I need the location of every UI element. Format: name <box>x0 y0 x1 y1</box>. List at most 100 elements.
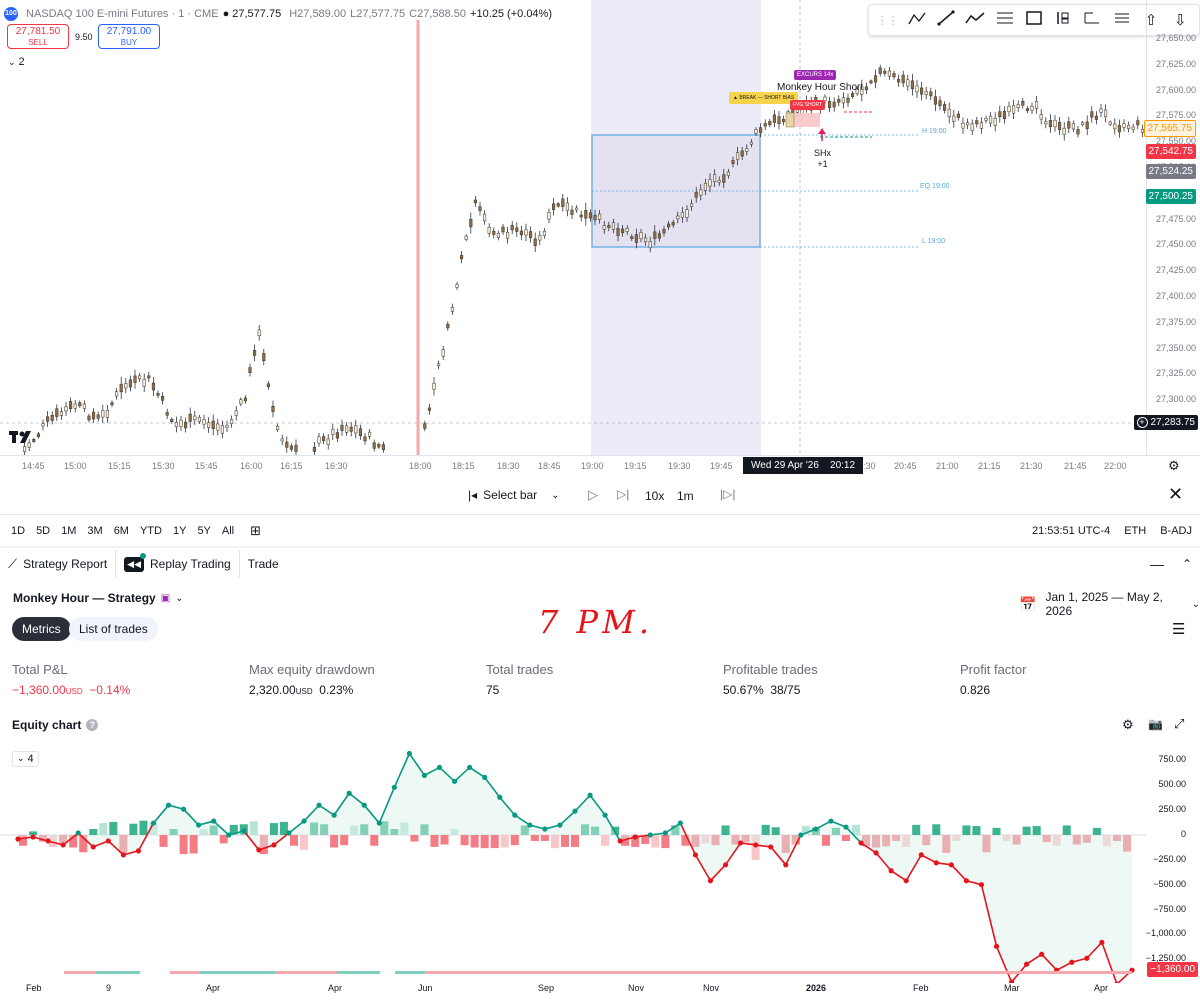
sell-button[interactable]: 27,781.50 SELL <box>7 24 69 49</box>
equity-chart[interactable] <box>0 745 1146 983</box>
trade-bar <box>219 835 228 844</box>
date-range-selector[interactable]: 📅 Jan 1, 2025 — May 2, 2026 ⌄ <box>1019 590 1200 618</box>
replay-icon: ◀◀ <box>124 556 144 572</box>
snapshot-icon[interactable]: 📷 <box>1148 717 1163 731</box>
session-toggle[interactable]: ETH <box>1124 525 1147 537</box>
candle-body <box>1053 119 1057 128</box>
equity-line-segment <box>484 776 501 798</box>
range-1y[interactable]: 1Y <box>172 525 187 537</box>
candle-body <box>901 74 905 84</box>
candle-body <box>759 127 763 133</box>
time-tick: 18:30 <box>497 461 520 471</box>
arrow-down-icon[interactable]: ⇩ <box>1173 12 1187 29</box>
range-all[interactable]: All <box>221 525 235 537</box>
fib-retracement-icon[interactable] <box>993 10 1017 30</box>
range-ytd[interactable]: YTD <box>139 525 162 537</box>
speed-button[interactable]: 10x <box>645 489 665 503</box>
indicators-toggle[interactable]: ⌄ 2 <box>8 56 25 68</box>
equity-line-segment <box>1041 953 1058 971</box>
fullscreen-icon[interactable]: ⤢ <box>1174 716 1185 731</box>
equity-collapse-toggle[interactable]: ⌄ 4 <box>12 751 39 767</box>
candle-body <box>772 114 776 123</box>
tradingview-logo[interactable] <box>9 430 35 449</box>
tab-replay-trading[interactable]: ◀◀ Replay Trading <box>116 550 240 578</box>
jump-to-realtime-icon[interactable]: |▷| <box>720 487 736 501</box>
clock-display[interactable]: 21:53:51 UTC-4 <box>1031 525 1111 537</box>
long-position-icon[interactable] <box>1051 10 1075 30</box>
pattern-abcd-icon[interactable] <box>905 10 929 30</box>
range-5y[interactable]: 5Y <box>197 525 211 537</box>
benchmark-strip <box>425 971 1132 974</box>
time-tick: 21:30 <box>1020 461 1043 471</box>
strategy-report-icon: ⟋ <box>8 556 18 571</box>
range-3m[interactable]: 3M <box>87 525 103 537</box>
step-forward-icon[interactable]: ▷| <box>617 487 630 501</box>
price-scale[interactable]: 27,650.00 27,625.00 27,600.00 27,575.00 27,5… <box>1143 0 1200 455</box>
candle-body <box>519 230 523 236</box>
play-icon[interactable]: ▷ <box>588 487 598 502</box>
trade-bar <box>470 835 479 848</box>
arrow-up-icon[interactable]: ⇧ <box>1144 12 1158 29</box>
trade-bar <box>400 822 409 835</box>
range-1m[interactable]: 1M <box>61 525 77 537</box>
equity-line-segment <box>107 840 124 856</box>
candle-body <box>561 198 565 207</box>
range-5d[interactable]: 5D <box>36 525 51 537</box>
trade-bar <box>510 835 519 846</box>
polyline-icon[interactable] <box>963 10 987 30</box>
trade-bar <box>119 835 128 853</box>
candle-body <box>644 237 648 242</box>
equity-point <box>557 822 563 828</box>
equity-point <box>512 812 518 818</box>
candle-body <box>50 414 54 421</box>
equity-settings-icon[interactable]: ⚙ <box>1122 717 1134 732</box>
tab-metrics[interactable]: Metrics <box>12 617 71 641</box>
settings-list-icon[interactable] <box>1110 10 1134 30</box>
select-bar-button[interactable]: |◂ Select bar ⌄ <box>468 488 560 502</box>
candle-body <box>82 403 86 409</box>
adjust-toggle[interactable]: B-ADJ <box>1160 525 1192 537</box>
trade-bar <box>902 835 911 847</box>
candle-body <box>685 209 689 218</box>
rectangle-icon[interactable] <box>1022 10 1046 30</box>
equity-point <box>1039 951 1045 957</box>
price-label: 27,524.25 <box>1145 164 1196 179</box>
candle-body <box>611 222 615 230</box>
indicators-count: 2 <box>18 56 25 68</box>
low-value: L27,577.75 <box>350 8 406 20</box>
plus-circle-icon[interactable]: + <box>1136 417 1148 428</box>
tab-strategy-report[interactable]: ⟋ Strategy Report <box>0 550 117 578</box>
equity-line-segment <box>288 820 305 834</box>
tab-trade[interactable]: Trade <box>247 557 279 571</box>
go-to-date-icon[interactable]: ⊞ <box>250 523 262 538</box>
trade-bar <box>79 835 88 853</box>
drag-handle-icon[interactable]: ⋮⋮ <box>876 14 899 27</box>
equity-line-segment <box>183 808 200 826</box>
trade-bar <box>681 835 690 846</box>
close-value: C27,588.50 <box>409 8 467 20</box>
help-icon[interactable]: ? <box>86 719 99 731</box>
trade-bar <box>69 835 78 848</box>
layout-menu-icon[interactable]: ☰ <box>1172 621 1186 638</box>
chart-settings-icon[interactable]: ⚙ <box>1168 458 1180 473</box>
close-icon[interactable]: ✕ <box>1168 484 1184 504</box>
price-chart[interactable] <box>0 0 1146 455</box>
candle-body <box>943 104 947 111</box>
candle-body <box>133 375 137 383</box>
candle-body <box>138 375 142 380</box>
candle-body <box>496 232 500 239</box>
range-1d[interactable]: 1D <box>11 525 26 537</box>
symbol-name[interactable]: NASDAQ 100 E-mini Futures · 1 · CME <box>26 8 219 20</box>
tab-list-of-trades[interactable]: List of trades <box>69 617 158 641</box>
candle-body <box>59 411 63 416</box>
maximize-icon[interactable]: ⌃ <box>1181 557 1192 571</box>
interval-button[interactable]: 1m <box>677 489 694 503</box>
strategy-selector[interactable]: Monkey Hour — Strategy ▣ ⌄ <box>13 591 184 605</box>
trend-line-icon[interactable] <box>934 10 958 30</box>
minimize-icon[interactable]: — <box>1149 556 1164 572</box>
candle-body <box>547 212 551 220</box>
range-6m[interactable]: 6M <box>113 525 129 537</box>
text-icon[interactable] <box>1080 10 1104 30</box>
candle-body <box>170 418 174 422</box>
buy-button[interactable]: 27,791.00 BUY <box>98 24 160 49</box>
